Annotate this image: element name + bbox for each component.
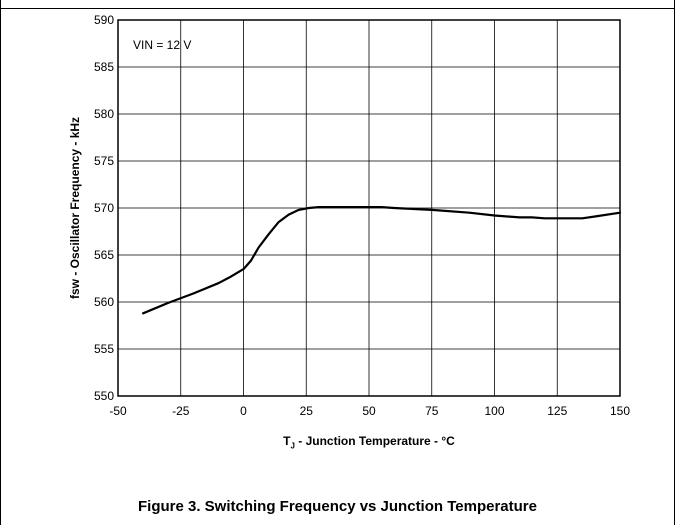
x-tick-label: -25 bbox=[172, 404, 190, 418]
annotation-vin: VIN = 12 V bbox=[133, 38, 192, 52]
y-tick-label: 575 bbox=[94, 154, 114, 168]
y-tick-label: 570 bbox=[94, 201, 114, 215]
figure-caption: Figure 3. Switching Frequency vs Junctio… bbox=[138, 498, 537, 515]
x-tick-label: 0 bbox=[240, 404, 247, 418]
x-tick-label: 150 bbox=[610, 404, 630, 418]
y-tick-label: 590 bbox=[94, 13, 114, 27]
y-axis-label: fsw - Oscillator Frequency - kHz bbox=[68, 116, 82, 299]
x-tick-label: 25 bbox=[300, 404, 314, 418]
y-tick-label: 585 bbox=[94, 60, 114, 74]
x-axis-label-main: T bbox=[283, 434, 291, 448]
x-axis-label: TJ - Junction Temperature - °C bbox=[118, 434, 620, 450]
y-tick-label: 565 bbox=[94, 248, 114, 262]
plot-area-border bbox=[117, 19, 621, 397]
y-tick-label: 580 bbox=[94, 107, 114, 121]
y-tick-label: 560 bbox=[94, 295, 114, 309]
x-axis-label-rest: - Junction Temperature - °C bbox=[294, 434, 455, 448]
x-tick-label: 75 bbox=[425, 404, 439, 418]
y-tick-label: 555 bbox=[94, 342, 114, 356]
series-line bbox=[142, 206, 622, 315]
x-axis-label-sub: J bbox=[290, 441, 295, 451]
x-tick-label: 50 bbox=[362, 404, 376, 418]
x-tick-label: 100 bbox=[484, 404, 504, 418]
y-tick-label: 550 bbox=[94, 389, 114, 403]
x-tick-label: -50 bbox=[109, 404, 127, 418]
x-tick-label: 125 bbox=[547, 404, 567, 418]
left-border bbox=[0, 0, 1, 525]
top-border bbox=[0, 8, 675, 9]
